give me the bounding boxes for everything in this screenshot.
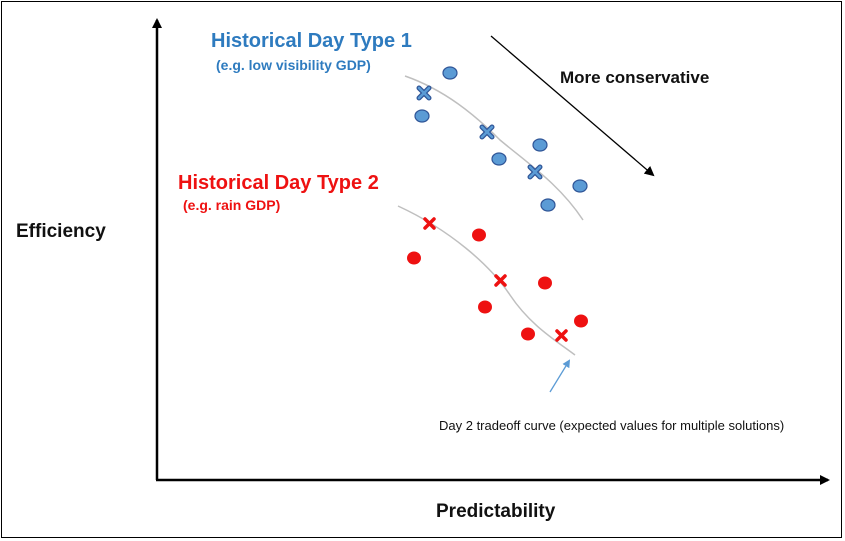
type2-circle	[472, 228, 486, 242]
type1-circle-points	[414, 66, 588, 212]
type2-circle-points	[407, 228, 588, 341]
type1-tradeoff-curve	[404, 75, 584, 221]
y-axis-label: Efficiency	[16, 221, 106, 242]
type1-circle	[572, 179, 588, 193]
type1-subtitle: (e.g. low visibility GDP)	[216, 57, 371, 73]
type2-subtitle: (e.g. rain GDP)	[183, 197, 281, 213]
type2-circle	[478, 300, 492, 314]
type1-circle	[442, 66, 458, 80]
type1-cross-points	[416, 85, 543, 180]
type1-cross	[416, 85, 432, 101]
type2-cross-points	[423, 217, 568, 342]
type2-circle	[407, 251, 421, 265]
type2-cross	[494, 274, 507, 287]
type2-cross	[423, 217, 436, 230]
type1-circle	[491, 152, 507, 166]
curve-note-arrow	[549, 359, 571, 393]
type1-cross	[479, 124, 495, 140]
x-axis-label: Predictability	[436, 501, 556, 522]
type2-cross	[555, 329, 568, 342]
curve-note: Day 2 tradeoff curve (expected values fo…	[439, 418, 785, 433]
type1-cross	[527, 164, 543, 180]
type1-circle	[540, 198, 556, 212]
type1-circle	[414, 109, 430, 123]
type2-circle	[574, 314, 588, 328]
conservative-arrow	[490, 35, 655, 177]
conservative-label: More conservative	[560, 68, 710, 87]
type2-tradeoff-curve	[397, 205, 576, 356]
type2-title: Historical Day Type 2	[178, 172, 379, 194]
type2-circle	[521, 327, 535, 341]
type2-circle	[538, 276, 552, 290]
type1-title: Historical Day Type 1	[211, 30, 412, 52]
type1-circle	[532, 138, 548, 152]
